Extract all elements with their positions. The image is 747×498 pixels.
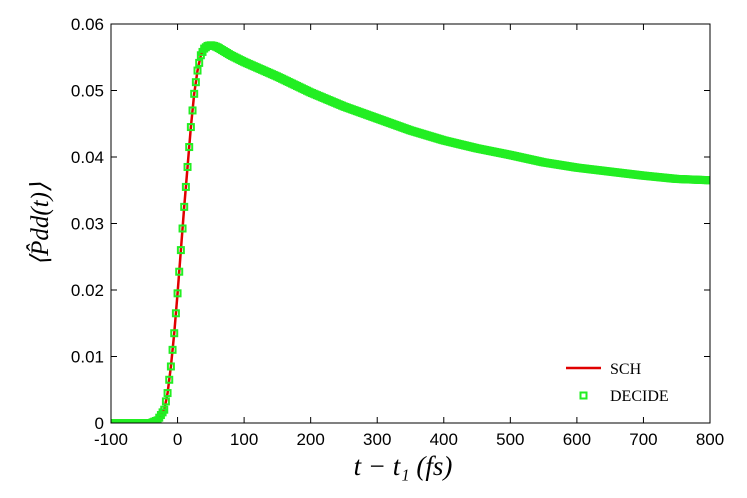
x-tick-label: 500 bbox=[496, 430, 524, 449]
decide-marker bbox=[160, 405, 169, 414]
decide-marker bbox=[186, 123, 195, 132]
decide-marker bbox=[195, 58, 204, 67]
series-group bbox=[111, 41, 710, 423]
y-tick-label: 0.05 bbox=[71, 82, 104, 101]
tick-labels-group: -100 0 100 200 300 400 500 600 700 80000.010.020.… bbox=[71, 15, 724, 449]
legend: SCH DECIDE bbox=[566, 361, 669, 405]
decide-marker bbox=[191, 78, 200, 87]
decide-marker bbox=[188, 106, 197, 115]
decide-marker bbox=[168, 345, 177, 354]
legend-decide-swatch bbox=[579, 391, 588, 400]
series-decide-markers bbox=[111, 41, 710, 423]
y-tick-label: 0 bbox=[95, 414, 104, 433]
x-axis-label: t − t₁ (fs) bbox=[354, 451, 453, 481]
y-tick-label: 0.06 bbox=[71, 15, 104, 34]
decide-marker bbox=[161, 397, 170, 406]
x-tick-label: 100 bbox=[230, 430, 258, 449]
plot-area bbox=[111, 24, 710, 423]
decide-marker bbox=[170, 329, 179, 338]
x-tick-label: 700 bbox=[629, 430, 657, 449]
x-tick-label: -100 bbox=[94, 430, 128, 449]
decide-marker bbox=[173, 289, 182, 298]
y-tick-label: 0.01 bbox=[71, 348, 104, 367]
legend-sch-label: SCH bbox=[610, 361, 642, 378]
x-tick-label: 600 bbox=[563, 430, 591, 449]
x-tick-label: 0 bbox=[173, 430, 182, 449]
decide-marker bbox=[180, 202, 189, 211]
decide-marker bbox=[183, 162, 192, 171]
y-axis-label: ⟨P̂dd(t)⟩ bbox=[26, 182, 54, 266]
y-tick-label: 0.03 bbox=[71, 215, 104, 234]
y-tick-label: 0.02 bbox=[71, 281, 104, 300]
x-tick-label: 200 bbox=[296, 430, 324, 449]
decide-marker bbox=[176, 246, 185, 255]
decide-marker bbox=[185, 143, 194, 152]
decide-marker bbox=[165, 375, 174, 384]
decide-marker bbox=[163, 389, 172, 398]
plot-frame bbox=[110, 23, 711, 424]
decide-marker bbox=[181, 182, 190, 191]
decide-marker bbox=[175, 267, 184, 276]
decide-marker bbox=[166, 362, 175, 371]
x-tick-label: 400 bbox=[430, 430, 458, 449]
decide-marker bbox=[193, 66, 202, 75]
y-tick-label: 0.04 bbox=[71, 148, 104, 167]
x-tick-label: 800 bbox=[696, 430, 724, 449]
x-tick-label: 300 bbox=[363, 430, 391, 449]
decide-marker bbox=[190, 89, 199, 98]
decide-marker bbox=[178, 224, 187, 233]
decide-marker bbox=[171, 309, 180, 318]
legend-decide-label: DECIDE bbox=[610, 388, 669, 405]
